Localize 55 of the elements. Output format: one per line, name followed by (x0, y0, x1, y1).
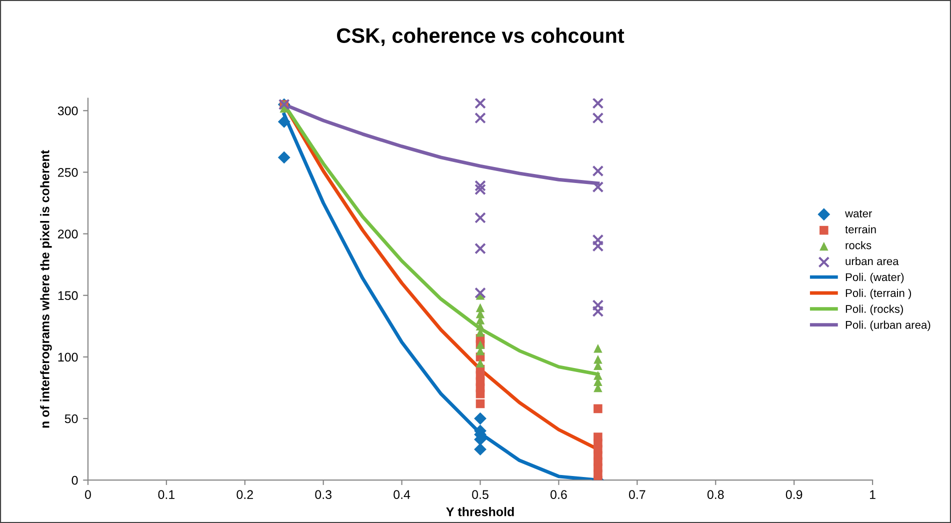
point (278, 151, 290, 164)
x-tick-label: 0.6 (550, 490, 567, 500)
x-tick-label: 0.3 (315, 490, 332, 500)
point (592, 181, 604, 193)
y-axis-title: n of interferograms where the pixel is coherent (40, 150, 52, 428)
x-tick-label: 0 (84, 490, 91, 500)
x-tick-label: 0.8 (707, 490, 724, 500)
point (474, 443, 486, 456)
point (474, 184, 486, 196)
legend-label: Poli. (water) (846, 272, 904, 284)
legend-label: Poli. (rocks) (846, 304, 903, 316)
point (592, 98, 604, 109)
point (474, 412, 486, 425)
point (592, 240, 604, 252)
x-tick-label: 0.9 (786, 490, 802, 500)
point (474, 98, 486, 109)
point (594, 355, 602, 364)
y-tick-label: 50 (64, 414, 78, 424)
x-tick-label: 0.7 (628, 490, 646, 500)
point (476, 358, 485, 368)
legend-label: Poli. (urban area) (846, 320, 930, 331)
point (594, 344, 602, 353)
legend-label: urban area (846, 256, 899, 266)
x-tick-label: 1 (870, 490, 876, 499)
point (474, 242, 486, 254)
x-tick-label: 0.5 (472, 490, 488, 500)
legend-label: water (845, 210, 872, 218)
point (476, 399, 485, 408)
x-axis-title: Υ threshold (446, 507, 514, 516)
point (592, 165, 604, 177)
point (592, 234, 604, 246)
x-tick-label: 0.1 (158, 490, 175, 500)
legend-label: rocks (846, 241, 872, 250)
point (592, 112, 604, 124)
y-tick-label: 100 (58, 352, 78, 362)
legend-label: Poli. (terrain ) (846, 288, 912, 300)
y-tick-label: 300 (58, 106, 78, 116)
x-tick-label: 0.4 (394, 490, 410, 500)
point (474, 212, 486, 224)
point (476, 390, 485, 398)
point (474, 287, 486, 299)
point (594, 371, 602, 380)
y-tick-label: 150 (58, 291, 78, 300)
chart-title: CSK, coherence vs cohcount (336, 28, 624, 46)
point (278, 116, 290, 128)
y-tick-label: 0 (72, 476, 78, 485)
point (592, 300, 604, 311)
y-tick-label: 250 (58, 168, 78, 177)
x-tick-label: 0.2 (236, 490, 253, 500)
y-tick-label: 200 (58, 230, 78, 238)
point (474, 180, 486, 192)
point (474, 112, 486, 124)
point (594, 404, 602, 414)
point (592, 306, 604, 318)
legend-label: terrain (845, 225, 876, 234)
